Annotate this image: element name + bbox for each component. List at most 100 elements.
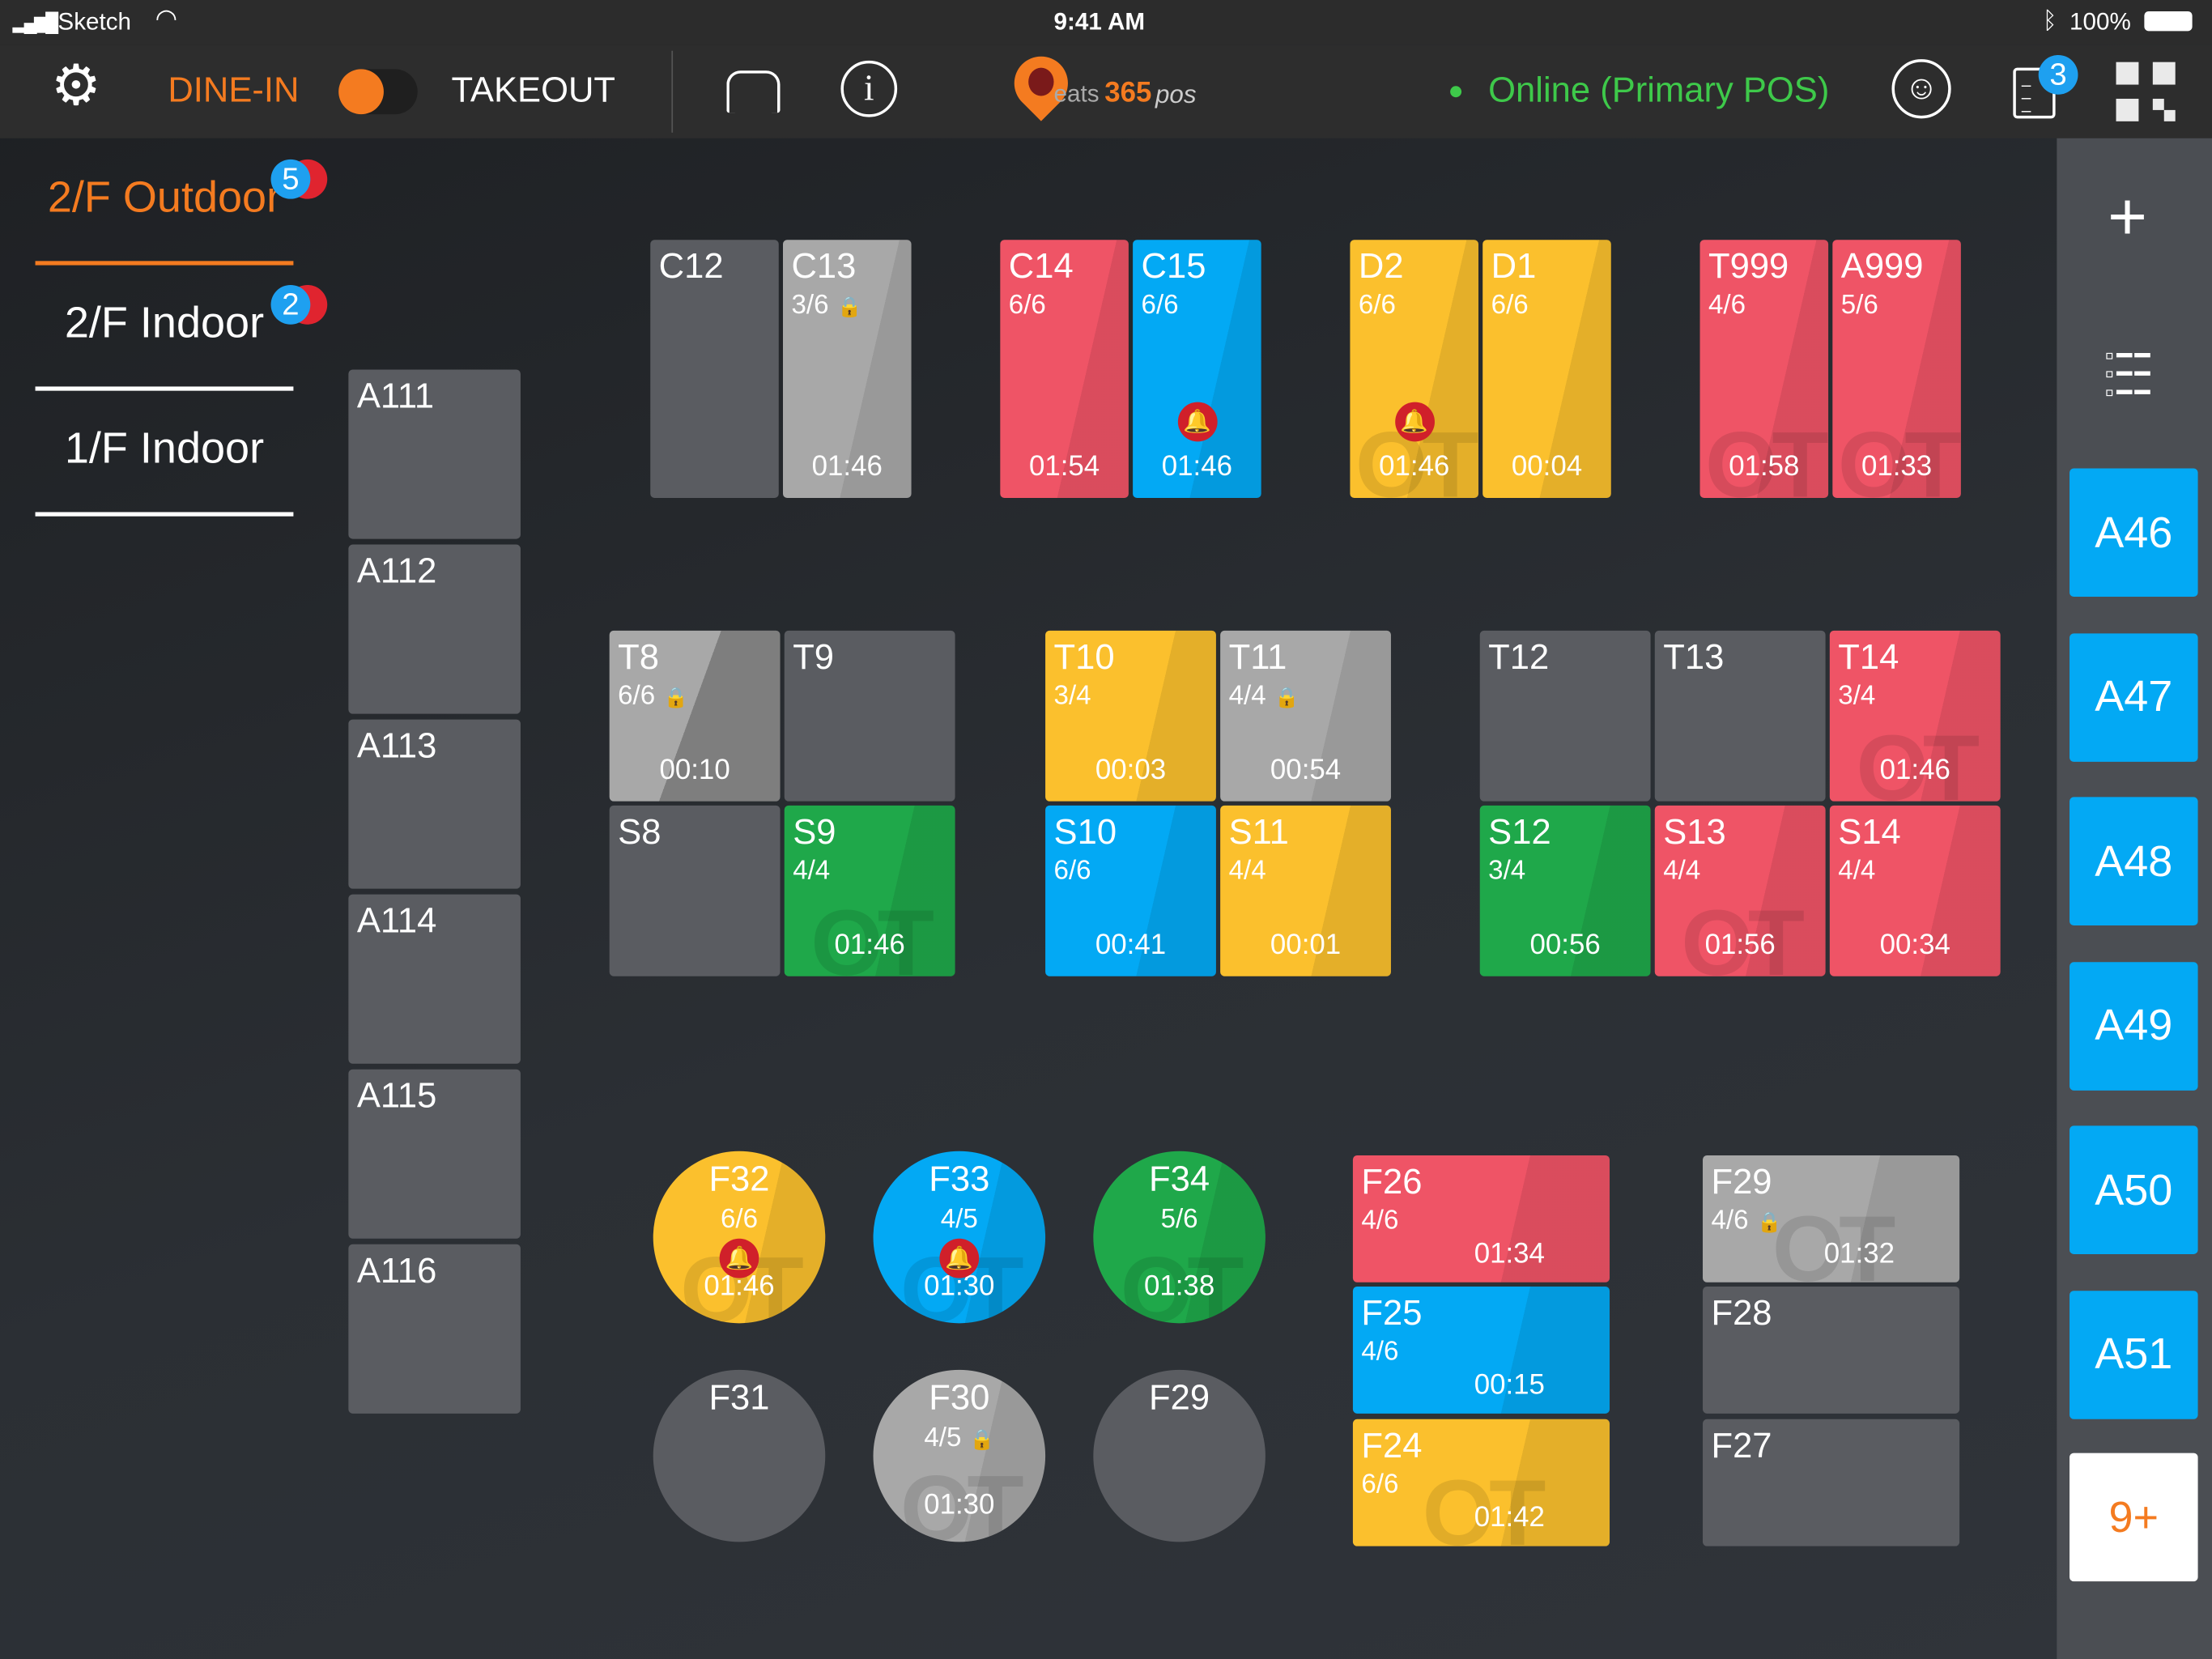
table-tile[interactable]: S10 6/6 00:41	[1045, 805, 1216, 976]
seat-count: 6/6	[618, 681, 656, 712]
queue-order-button[interactable]: A48	[2069, 797, 2198, 925]
table-name: A116	[356, 1251, 437, 1291]
seat-count: 4/6	[1708, 290, 1746, 321]
seat-count: 4/5	[924, 1423, 962, 1453]
table-tile[interactable]: A116	[348, 1244, 521, 1414]
table-tile[interactable]: OT F24 6/6 01:42	[1352, 1419, 1610, 1546]
settings-gear-icon[interactable]: ⚙	[50, 54, 102, 117]
tile-shade	[1352, 1419, 1610, 1546]
tile-shade	[1133, 240, 1261, 499]
table-tile[interactable]: C13 3/6 🔒 01:46	[783, 240, 912, 499]
table-tile[interactable]: C12	[650, 240, 779, 499]
table-elapsed-time: 01:42	[1474, 1502, 1545, 1534]
takeout-label[interactable]: TAKEOUT	[451, 70, 616, 110]
tile-shade	[783, 240, 912, 499]
queue-order-button[interactable]: A51	[2069, 1290, 2198, 1419]
table-tile[interactable]: OT T999 4/6 01:58	[1699, 240, 1829, 499]
table-name: T13	[1663, 637, 1725, 678]
table-tile[interactable]: A115	[348, 1069, 521, 1239]
table-tile[interactable]: OT D2 6/6 01:46 🔔	[1350, 240, 1478, 499]
table-tile[interactable]: T8 6/6 🔒 00:10	[609, 630, 781, 802]
table-elapsed-time: 01:46	[834, 929, 905, 961]
floor-tab[interactable]: 2/F Indoor	[64, 297, 265, 347]
table-tile[interactable]: D1 6/6 00:04	[1482, 240, 1611, 499]
table-elapsed-time: 01:46	[1161, 451, 1232, 483]
table-seats: 6/6 🔒	[618, 682, 688, 713]
table-tile[interactable]: F26 4/6 01:34	[1352, 1155, 1610, 1283]
add-icon[interactable]: +	[2108, 181, 2147, 256]
table-tile[interactable]: A111	[348, 369, 521, 539]
queue-order-button[interactable]: A49	[2069, 961, 2198, 1090]
dine-takeout-toggle[interactable]	[338, 69, 418, 115]
table-tile[interactable]: OT T14 3/4 01:46	[1829, 630, 2001, 802]
floor-tab-underline	[35, 512, 294, 517]
table-tile[interactable]: OT F33 4/5 01:30 🔔	[873, 1151, 1046, 1324]
table-name: F30	[929, 1378, 990, 1419]
table-tile[interactable]: T10 3/4 00:03	[1045, 630, 1216, 802]
table-elapsed-time: 01:56	[1704, 929, 1776, 961]
table-tile[interactable]: F29	[1093, 1369, 1266, 1542]
table-elapsed-time: 01:30	[924, 1489, 995, 1521]
table-tile[interactable]: F31	[653, 1369, 826, 1542]
overtime-watermark: OT	[1837, 411, 1961, 499]
table-tile[interactable]: S11 4/4 00:01	[1220, 805, 1391, 976]
wifi-icon: ◠	[155, 4, 178, 33]
toolbar: ⚙ DINE-IN TAKEOUT i eats 365 pos Online …	[0, 45, 2212, 138]
table-seats: 6/6	[1054, 857, 1091, 887]
queue-order-button[interactable]: A47	[2069, 632, 2198, 761]
table-tile[interactable]: OT A999 5/6 01:33	[1832, 240, 1961, 499]
table-tile[interactable]: A112	[348, 544, 521, 714]
queue-order-button[interactable]: A46	[2069, 468, 2198, 598]
table-name: A111	[356, 376, 435, 416]
seat-count: 6/6	[720, 1204, 758, 1235]
dine-in-label[interactable]: DINE-IN	[168, 70, 300, 110]
online-dot-icon	[1450, 86, 1462, 98]
table-tile[interactable]: S8	[609, 805, 781, 976]
table-seats: 4/4	[1838, 857, 1875, 887]
queue-order-button[interactable]: A50	[2069, 1125, 2198, 1254]
table-tile[interactable]: S12 3/4 00:56	[1479, 805, 1651, 976]
table-elapsed-time: 00:54	[1270, 755, 1342, 786]
table-tile[interactable]: F28	[1703, 1287, 1960, 1414]
qr-code-icon[interactable]	[2116, 62, 2176, 121]
table-tile[interactable]: F27	[1703, 1419, 1960, 1546]
floor-tab[interactable]: 1/F Indoor	[64, 423, 265, 473]
table-tile[interactable]: A114	[348, 894, 521, 1064]
table-tile[interactable]: T9	[784, 630, 955, 802]
floor-tab[interactable]: 2/F Outdoor	[47, 172, 282, 222]
table-tile[interactable]: C14 6/6 01:54	[1000, 240, 1129, 499]
seat-count: 6/6	[1008, 290, 1046, 321]
table-seats: 4/6	[1361, 1338, 1398, 1368]
table-name: T8	[618, 637, 660, 678]
table-tile[interactable]: OT F34 5/6 01:38	[1093, 1151, 1266, 1324]
table-tile[interactable]: T13	[1654, 630, 1826, 802]
floor-tab-badge: 5	[270, 159, 311, 199]
seat-count: 4/4	[1228, 681, 1266, 712]
table-layout-icon[interactable]	[726, 70, 781, 113]
table-elapsed-time: 00:01	[1270, 929, 1342, 961]
table-tile[interactable]: OT F29 4/6 🔒 01:32	[1703, 1155, 1960, 1283]
table-tile[interactable]: OT F32 6/6 01:46 🔔	[653, 1151, 826, 1324]
table-tile[interactable]: OT S9 4/4 01:46	[784, 805, 955, 976]
table-tile[interactable]: S14 4/4 00:34	[1829, 805, 2001, 976]
more-orders-button[interactable]: 9+	[2069, 1453, 2198, 1582]
table-tile[interactable]: C15 6/6 01:46 🔔	[1133, 240, 1261, 499]
logo-text-pos: pos	[1155, 80, 1197, 109]
table-name: T999	[1708, 246, 1789, 287]
signal-icon: ▂▄▆█	[12, 11, 59, 33]
table-tile[interactable]: T11 4/4 🔒 00:54	[1220, 630, 1391, 802]
table-seats: 4/5	[874, 1205, 1046, 1236]
list-view-icon[interactable]: ▫━━ ▫━━ ▫━━	[2104, 341, 2153, 406]
info-icon[interactable]: i	[840, 60, 898, 117]
table-tile[interactable]: OT F30 4/5 🔒 01:30	[873, 1369, 1046, 1542]
user-profile-icon[interactable]: ☺	[1891, 59, 1951, 119]
table-tile[interactable]: T12	[1479, 630, 1651, 802]
table-tile[interactable]: A113	[348, 719, 521, 889]
table-tile[interactable]: F25 4/6 00:15	[1352, 1287, 1610, 1414]
table-name: F27	[1711, 1426, 1772, 1466]
table-tile[interactable]: OT S13 4/4 01:56	[1654, 805, 1826, 976]
tile-shade	[653, 1151, 826, 1324]
orders-badge: 3	[2038, 54, 2078, 95]
tile-shade	[1699, 240, 1829, 499]
table-name: F33	[929, 1159, 990, 1199]
